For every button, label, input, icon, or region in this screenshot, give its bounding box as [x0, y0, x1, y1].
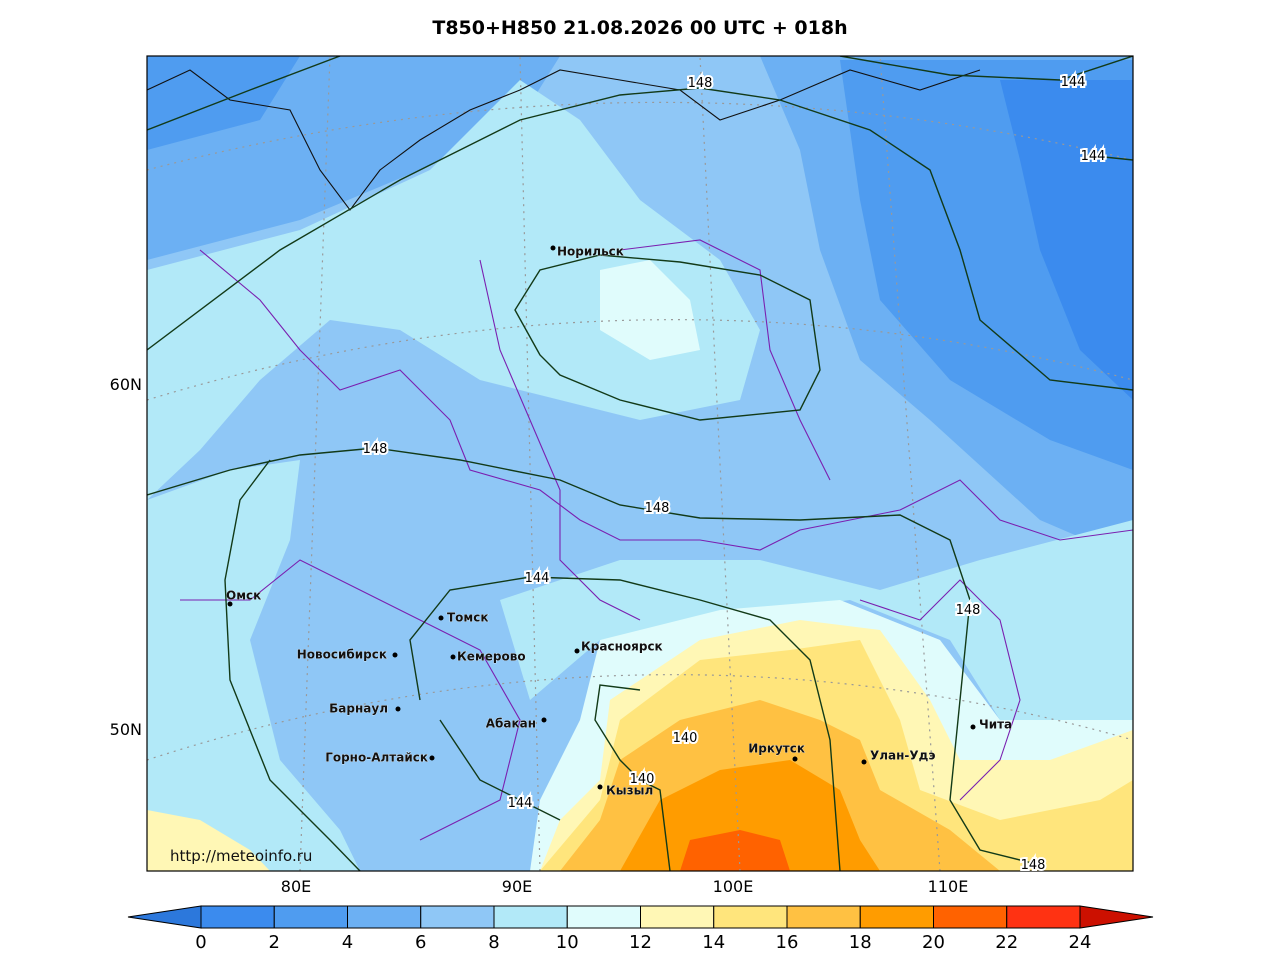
- map: [147, 56, 1133, 871]
- contour-label: 140: [630, 772, 655, 787]
- lat-label: 60N: [110, 375, 142, 394]
- contour-label: 144: [1081, 149, 1106, 164]
- city-label: Улан-Удэ: [870, 749, 935, 763]
- colorbar-label: 16: [776, 932, 799, 953]
- contour-label: 144: [508, 796, 533, 811]
- city-dot: [597, 784, 603, 790]
- colorbar-segment: [1006, 905, 1081, 929]
- city-dot: [438, 615, 444, 621]
- city-dot: [550, 245, 556, 251]
- city-label: Горно-Алтайск: [325, 751, 428, 765]
- city-label: Кызыл: [606, 784, 653, 798]
- colorbar-label: 4: [342, 932, 353, 953]
- colorbar-label: 2: [269, 932, 280, 953]
- lon-label: 100E: [713, 877, 754, 896]
- colorbar-label: 10: [556, 932, 579, 953]
- map-frame: [146, 55, 1134, 872]
- lon-label: 90E: [502, 877, 532, 896]
- colorbar-label: 24: [1069, 932, 1092, 953]
- city-dot: [450, 654, 456, 660]
- city-label: Барнаул: [329, 702, 388, 716]
- city-label: Омск: [226, 589, 261, 603]
- colorbar-label: 14: [702, 932, 725, 953]
- colorbar-label: 12: [629, 932, 652, 953]
- colorbar-label: 6: [415, 932, 426, 953]
- city-dot: [227, 601, 233, 607]
- contour-label: 148: [363, 442, 388, 457]
- title: T850+H850 21.08.2026 00 UTC + 018h: [432, 17, 847, 39]
- lon-label: 110E: [928, 877, 969, 896]
- colorbar-segment: [640, 905, 715, 929]
- city-label: Чита: [979, 718, 1012, 732]
- city-dot: [574, 648, 580, 654]
- colorbar-label: 22: [995, 932, 1018, 953]
- city-label: Норильск: [557, 245, 624, 259]
- colorbar-extend: [1079, 905, 1154, 929]
- colorbar-label: 20: [922, 932, 945, 953]
- contour-label: 144: [525, 571, 550, 586]
- colorbar-segment: [200, 905, 275, 929]
- city-dot: [792, 756, 798, 762]
- lon-label: 80E: [281, 877, 311, 896]
- colorbar-label: 8: [488, 932, 499, 953]
- city-label: Иркутск: [748, 742, 805, 756]
- contour-label: 148: [956, 603, 981, 618]
- colorbar-segment: [493, 905, 568, 929]
- contour-label: 140: [673, 731, 698, 746]
- city-label: Кемерово: [457, 650, 526, 664]
- colorbar-label: 18: [849, 932, 872, 953]
- city-dot: [392, 652, 398, 658]
- colorbar-extend: [127, 905, 202, 929]
- city-dot: [429, 755, 435, 761]
- city-label: Абакан: [486, 717, 536, 731]
- colorbar-segment: [273, 905, 348, 929]
- contour-label: 148: [1021, 858, 1046, 873]
- colorbar-segment: [859, 905, 934, 929]
- colorbar-segment: [713, 905, 788, 929]
- source-url: http://meteoinfo.ru: [170, 847, 312, 865]
- contour-label: 148: [645, 501, 670, 516]
- city-label: Томск: [447, 611, 489, 625]
- contour-label: 144: [1061, 75, 1086, 90]
- city-dot: [541, 717, 547, 723]
- colorbar-label: 0: [195, 932, 206, 953]
- colorbar-segment: [566, 905, 641, 929]
- city-dot: [861, 759, 867, 765]
- contour-label: 148: [688, 76, 713, 91]
- colorbar-segment: [347, 905, 422, 929]
- colorbar-segment: [786, 905, 861, 929]
- colorbar-segment: [933, 905, 1008, 929]
- colorbar-segment: [420, 905, 495, 929]
- city-label: Новосибирск: [297, 648, 387, 662]
- lat-label: 50N: [110, 720, 142, 739]
- colorbar: 0 2 4 6 8 10 12 14 16 18 20 22 24: [127, 905, 1154, 953]
- city-label: Красноярск: [581, 640, 663, 654]
- axis-labels: 60N 50N 80E 90E 100E 110E: [110, 375, 969, 896]
- city-dot: [395, 706, 401, 712]
- city-dot: [970, 724, 976, 730]
- contour-labels: 148 144 144 148 148 144 148 140 140 144 …: [361, 73, 1108, 875]
- cities: Норильск Омск Томск Новосибирск Кемерово Крас…: [226, 244, 1013, 798]
